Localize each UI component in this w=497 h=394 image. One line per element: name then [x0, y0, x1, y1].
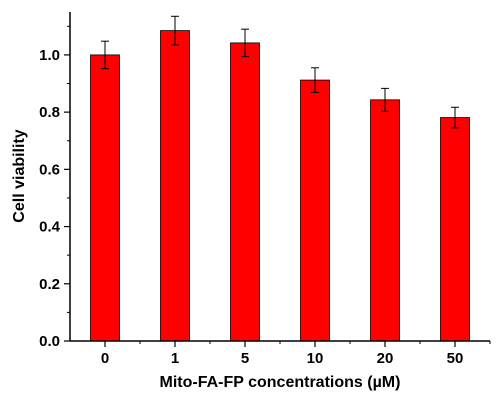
- bars-group: [90, 30, 470, 342]
- bar-0: [90, 54, 120, 342]
- y-ticks-group: 0.0 0.2 0.4 0.6 0.8 1.0: [39, 25, 70, 350]
- x-tick-label-0: 0: [101, 350, 109, 367]
- bar-20: [370, 99, 400, 342]
- y-axis-label: Cell viability: [11, 129, 28, 222]
- x-tick-label-20: 20: [377, 350, 394, 367]
- bar-1: [160, 30, 190, 342]
- x-ticks-group: 0 1 5 10 20 50: [101, 341, 491, 367]
- y-tick-label: 0.0: [39, 333, 60, 350]
- bar-50: [440, 117, 470, 342]
- x-tick-label-5: 5: [241, 350, 249, 367]
- error-bars-group: [101, 15, 459, 129]
- y-tick-label: 0.4: [39, 219, 61, 236]
- x-axis-label: Mito-FA-FP concentrations (µM): [160, 374, 401, 391]
- y-tick-label: 0.6: [39, 161, 60, 178]
- y-tick-label: 1.0: [39, 47, 60, 64]
- y-tick-label: 0.8: [39, 104, 60, 121]
- x-tick-label-50: 50: [447, 350, 464, 367]
- y-tick-label: 0.2: [39, 276, 60, 293]
- x-tick-label-10: 10: [307, 350, 324, 367]
- bar-10: [300, 79, 330, 342]
- bar-5: [230, 42, 260, 342]
- axes-group: [69, 12, 490, 342]
- x-tick-label-1: 1: [171, 350, 179, 367]
